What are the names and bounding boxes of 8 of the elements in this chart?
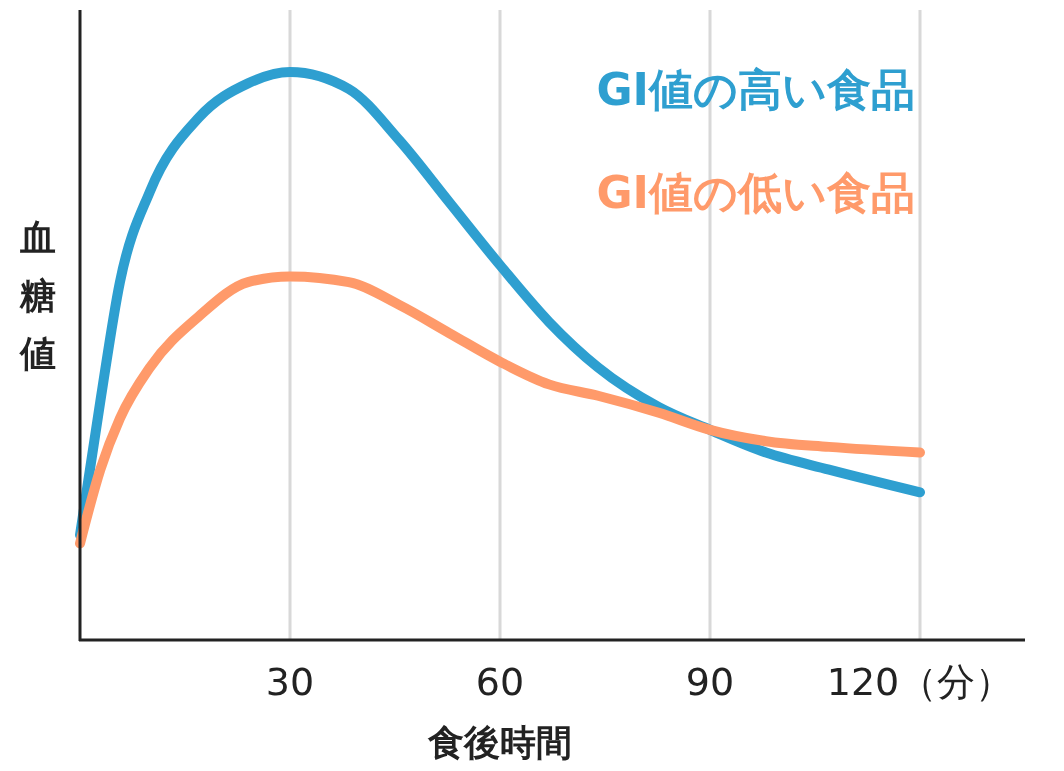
y-axis-title: 血糖値 (19, 217, 56, 374)
text: GI値の高い食品 (596, 64, 915, 115)
x-tick-label: 90 (685, 660, 735, 704)
x-axis-title: 食後時間 (427, 722, 572, 763)
text: GI値の低い食品 (596, 167, 915, 218)
x-tick-label: 60 (475, 660, 525, 704)
x-tick-label: 120（分） (826, 660, 1014, 704)
x-tick-label: 30 (265, 660, 315, 704)
